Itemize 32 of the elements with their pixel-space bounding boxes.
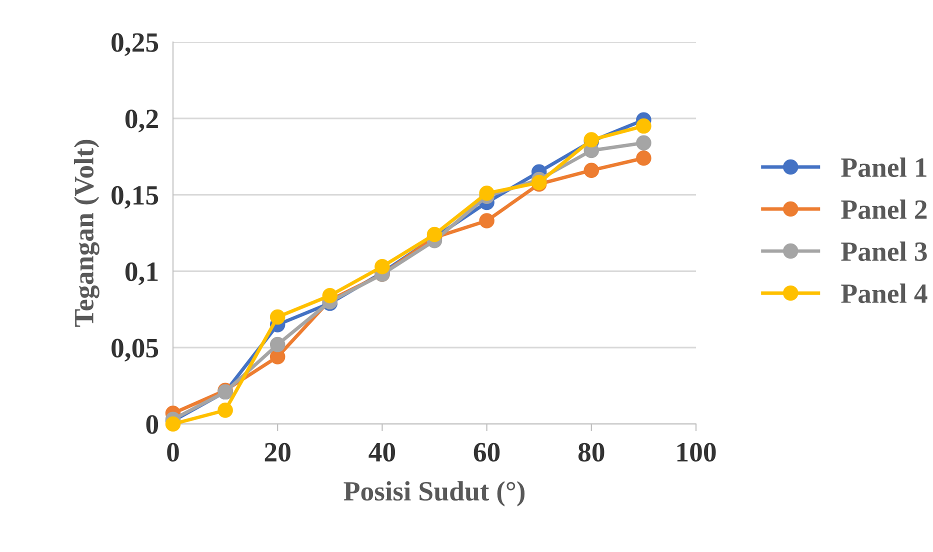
y-tick-label: 0,2: [125, 110, 158, 132]
point: [374, 258, 390, 274]
y-tick-label: 0: [146, 415, 158, 434]
legend-label: Panel 3: [841, 242, 927, 262]
x-tick-label: 20: [264, 442, 290, 462]
point: [270, 349, 286, 364]
point: [270, 336, 286, 352]
y-tick-label: 0,1: [125, 262, 158, 286]
x-tick-label: 0: [167, 442, 179, 462]
point: [479, 213, 494, 228]
point: [636, 150, 652, 166]
x-tick-label: 80: [578, 442, 604, 462]
y-tick-label: 0,05: [112, 338, 158, 362]
point: [479, 186, 494, 201]
x-tick-label: 100: [677, 442, 716, 462]
legend-label: Panel 1: [841, 157, 926, 177]
point: [636, 135, 652, 150]
point: [218, 402, 233, 418]
point: [322, 288, 338, 304]
x-axis-title: Posisi Sudut (°): [344, 481, 525, 506]
y-axis-title: Tegangan (Volt): [74, 140, 100, 327]
point: [270, 309, 286, 325]
x-tick-label: 40: [368, 442, 396, 462]
y-tick-label: 0,25: [112, 33, 158, 56]
point: [584, 162, 600, 178]
legend-label: Panel 4: [841, 284, 928, 304]
point: [165, 416, 181, 432]
legend-label: Panel 2: [841, 199, 927, 220]
y-tick-label: 0,15: [112, 186, 158, 209]
point: [426, 226, 442, 242]
point: [636, 118, 652, 134]
x-tick-label: 60: [474, 442, 500, 462]
